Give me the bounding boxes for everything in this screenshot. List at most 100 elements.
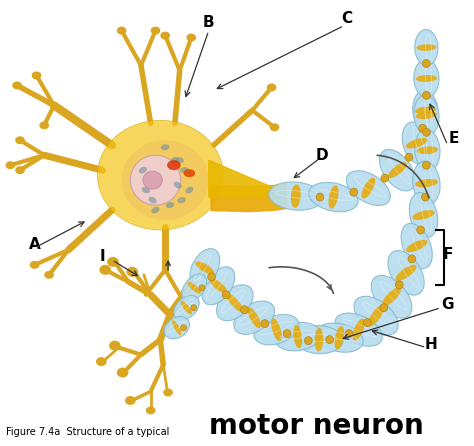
Polygon shape <box>209 160 286 197</box>
Ellipse shape <box>382 287 401 306</box>
Ellipse shape <box>254 314 299 345</box>
Ellipse shape <box>412 210 435 220</box>
Ellipse shape <box>122 140 209 220</box>
Circle shape <box>381 174 389 182</box>
Circle shape <box>422 91 430 99</box>
Ellipse shape <box>388 251 424 295</box>
Ellipse shape <box>127 267 138 277</box>
Text: E: E <box>448 131 459 146</box>
Circle shape <box>395 281 403 289</box>
Ellipse shape <box>274 322 321 351</box>
Circle shape <box>422 161 430 169</box>
Ellipse shape <box>352 318 365 341</box>
Ellipse shape <box>142 187 150 193</box>
Circle shape <box>422 59 430 67</box>
Circle shape <box>283 330 291 338</box>
Ellipse shape <box>30 261 39 269</box>
Ellipse shape <box>247 307 261 328</box>
Text: B: B <box>203 15 215 30</box>
Ellipse shape <box>107 257 118 267</box>
Circle shape <box>364 319 371 326</box>
Ellipse shape <box>234 301 274 334</box>
Ellipse shape <box>164 317 190 339</box>
Ellipse shape <box>210 278 227 293</box>
Ellipse shape <box>188 282 201 293</box>
Ellipse shape <box>167 160 181 170</box>
Circle shape <box>350 188 358 196</box>
Ellipse shape <box>267 83 276 91</box>
Ellipse shape <box>173 295 199 320</box>
Circle shape <box>380 304 388 312</box>
Ellipse shape <box>415 179 438 187</box>
Ellipse shape <box>172 320 182 335</box>
Ellipse shape <box>293 325 302 348</box>
Ellipse shape <box>98 120 223 230</box>
Ellipse shape <box>315 328 323 351</box>
Ellipse shape <box>368 305 384 326</box>
Ellipse shape <box>316 323 363 352</box>
Ellipse shape <box>32 71 41 79</box>
Ellipse shape <box>109 341 121 351</box>
Ellipse shape <box>328 186 338 209</box>
Ellipse shape <box>409 193 438 238</box>
Ellipse shape <box>139 167 147 173</box>
Text: G: G <box>441 297 454 312</box>
Text: Figure 7.4a  Structure of a typical: Figure 7.4a Structure of a typical <box>6 427 172 438</box>
Text: C: C <box>341 11 353 26</box>
Ellipse shape <box>402 122 431 165</box>
Ellipse shape <box>171 157 179 163</box>
Ellipse shape <box>413 161 440 205</box>
Ellipse shape <box>413 91 438 130</box>
Ellipse shape <box>295 326 343 354</box>
Circle shape <box>241 306 248 314</box>
Ellipse shape <box>335 313 383 346</box>
Ellipse shape <box>183 169 195 177</box>
Ellipse shape <box>125 396 136 405</box>
Ellipse shape <box>416 75 437 82</box>
Ellipse shape <box>388 162 407 178</box>
Ellipse shape <box>180 167 189 173</box>
Circle shape <box>316 193 324 201</box>
Ellipse shape <box>354 296 398 335</box>
Ellipse shape <box>143 171 162 189</box>
Circle shape <box>222 291 230 299</box>
Ellipse shape <box>417 146 438 154</box>
Circle shape <box>304 337 312 345</box>
Circle shape <box>191 305 197 311</box>
Ellipse shape <box>130 155 181 205</box>
Ellipse shape <box>39 121 49 129</box>
Ellipse shape <box>416 112 437 119</box>
Ellipse shape <box>44 271 54 279</box>
Ellipse shape <box>195 261 214 274</box>
Circle shape <box>408 255 416 263</box>
Text: I: I <box>100 249 105 264</box>
Circle shape <box>421 193 429 201</box>
Circle shape <box>181 325 186 330</box>
Ellipse shape <box>406 240 428 252</box>
Ellipse shape <box>362 178 375 198</box>
Ellipse shape <box>217 285 253 321</box>
Ellipse shape <box>380 149 415 191</box>
Ellipse shape <box>185 187 194 193</box>
Ellipse shape <box>6 161 15 169</box>
Ellipse shape <box>15 136 25 144</box>
Ellipse shape <box>291 184 301 208</box>
Ellipse shape <box>227 293 243 312</box>
Ellipse shape <box>335 326 344 349</box>
Ellipse shape <box>182 274 207 301</box>
Ellipse shape <box>181 301 192 314</box>
Text: A: A <box>29 237 40 252</box>
Ellipse shape <box>414 59 439 97</box>
Ellipse shape <box>148 197 157 203</box>
Ellipse shape <box>401 223 432 268</box>
Ellipse shape <box>414 95 439 135</box>
Circle shape <box>199 285 205 291</box>
Ellipse shape <box>117 368 128 377</box>
Ellipse shape <box>96 357 107 366</box>
Ellipse shape <box>161 144 169 150</box>
Circle shape <box>208 273 216 281</box>
Ellipse shape <box>271 318 282 341</box>
Ellipse shape <box>202 267 235 305</box>
Ellipse shape <box>406 138 428 149</box>
Circle shape <box>405 153 413 161</box>
